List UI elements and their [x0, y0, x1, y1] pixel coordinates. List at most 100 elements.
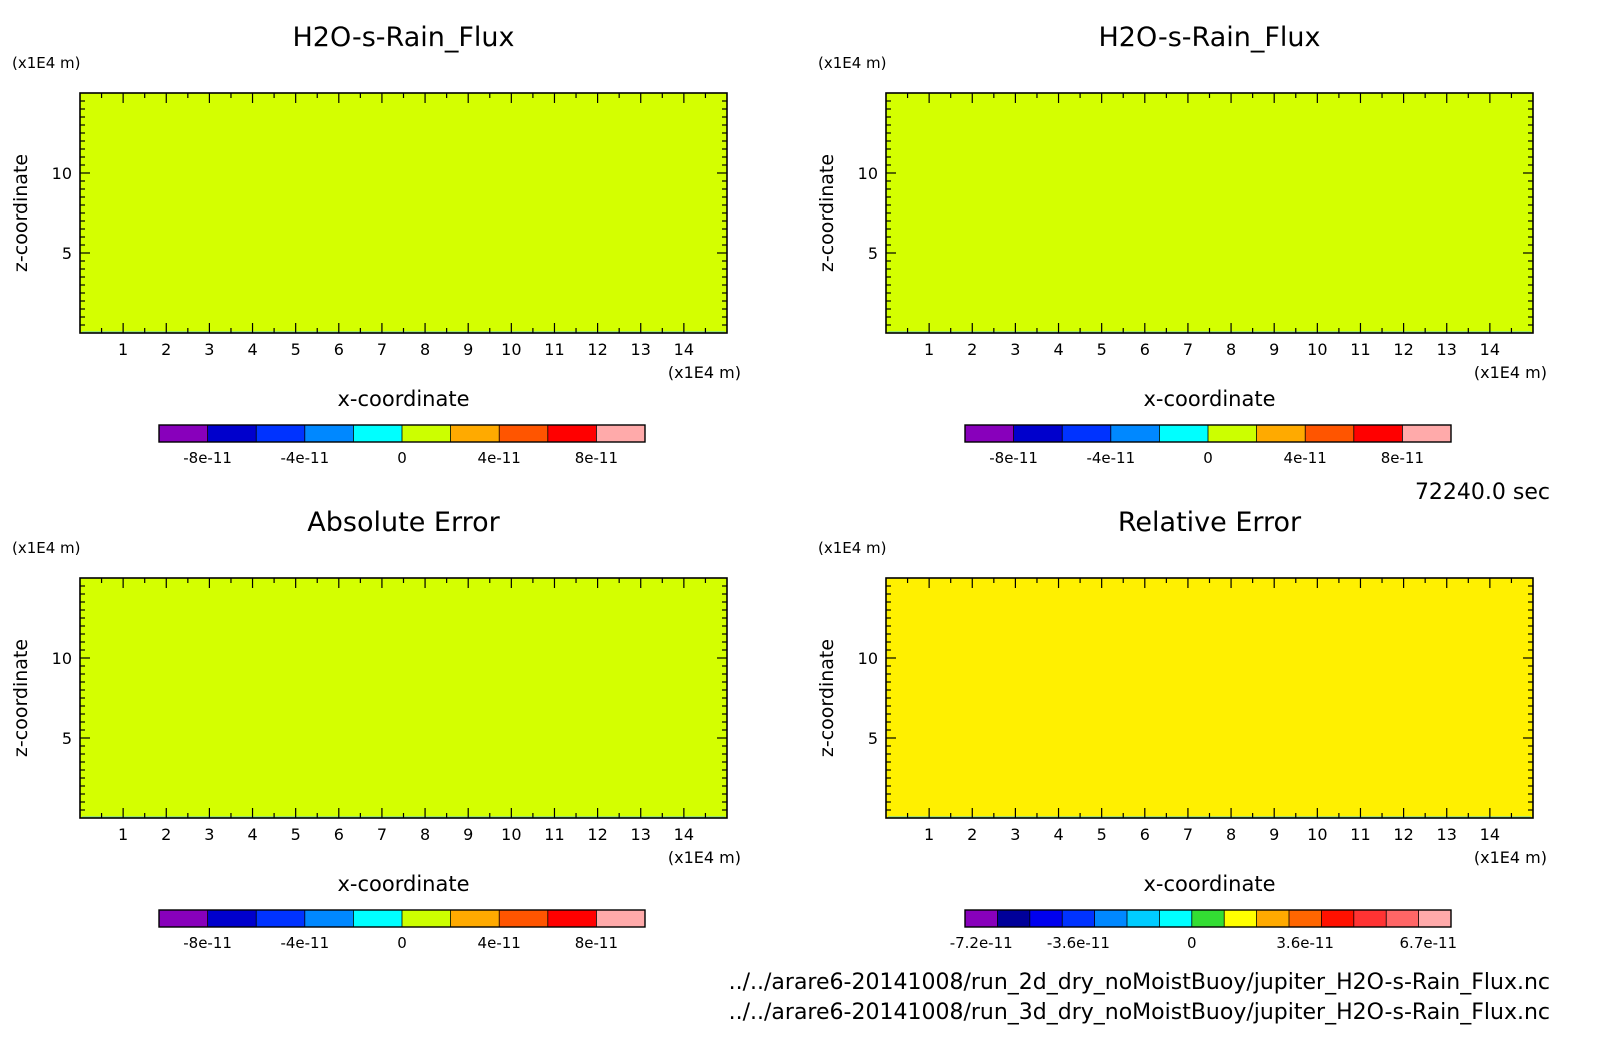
colorbar-swatch — [1062, 910, 1096, 927]
colorbar-label: 8e-11 — [575, 449, 618, 467]
x-tick-label: 7 — [377, 825, 387, 844]
x-tick-label: 9 — [1269, 825, 1279, 844]
x-tick-label: 12 — [1393, 825, 1413, 844]
x-tick-label: 9 — [463, 340, 473, 359]
colorbar-swatch — [256, 425, 306, 442]
x-tick-label: 4 — [1053, 825, 1063, 844]
x-tick-label: 2 — [161, 340, 171, 359]
colorbar-swatch — [499, 425, 549, 442]
x-tick-label: 6 — [334, 825, 344, 844]
colorbar-swatch — [207, 425, 257, 442]
x-tick-label: 4 — [247, 825, 257, 844]
x-tick-label: 7 — [1183, 340, 1193, 359]
colorbar-label: -3.6e-11 — [1047, 934, 1110, 952]
x-tick-label: 14 — [674, 340, 694, 359]
colorbar-label: -4e-11 — [280, 934, 329, 952]
x-tick-label: 13 — [1437, 340, 1457, 359]
colorbar-label: 0 — [397, 449, 407, 467]
x-tick-label: 7 — [1183, 825, 1193, 844]
x-tick-label: 3 — [204, 340, 214, 359]
x-tick-label: 5 — [1097, 340, 1107, 359]
colorbar-label: 3.6e-11 — [1276, 934, 1334, 952]
file-path-1: ../../arare6-20141008/run_2d_dry_noMoist… — [728, 970, 1550, 995]
colorbar-swatch — [965, 425, 1015, 442]
x-tick-label: 5 — [291, 825, 301, 844]
panel-2: H2O-s-Rain_Flux(x1E4 m)1 2 3 4 5 6 7 8 9 10 11 12 13… — [816, 22, 1547, 467]
colorbar-label: -8e-11 — [183, 449, 232, 467]
y-axis-label: z-coordinate — [10, 154, 32, 272]
x-axis-label: x-coordinate — [337, 387, 469, 411]
panel-4: Relative Error(x1E4 m)1 2 3 4 5 6 7 8 9 10 11 12 13 1… — [816, 507, 1547, 952]
x-tick-label: 8 — [420, 340, 430, 359]
colorbar-label: 0 — [397, 934, 407, 952]
colorbar-swatch — [1224, 910, 1258, 927]
y-tick-label: 5 — [868, 244, 878, 263]
x-tick-label: 14 — [1480, 825, 1500, 844]
field-fill — [80, 93, 727, 333]
file-path-2: ../../arare6-20141008/run_3d_dry_noMoist… — [728, 1000, 1550, 1025]
colorbar-swatch — [1305, 425, 1355, 442]
x-tick-label: 3 — [204, 825, 214, 844]
colorbar-swatch — [402, 910, 452, 927]
y-tick-label: 5 — [868, 729, 878, 748]
y-tick-label: 10 — [858, 164, 878, 183]
panel-title: Relative Error — [1118, 507, 1302, 538]
x-tick-label: 8 — [1226, 825, 1236, 844]
colorbar-swatch — [1208, 425, 1258, 442]
x-tick-label: 13 — [631, 825, 651, 844]
x-tick-label: 1 — [118, 340, 128, 359]
x-axis-label: x-coordinate — [337, 872, 469, 896]
x-tick-label: 14 — [1480, 340, 1500, 359]
panel-3: Absolute Error(x1E4 m)1 2 3 4 5 6 7 8 9 10 11 12 13 1… — [10, 507, 741, 952]
colorbar-frame — [964, 909, 1452, 928]
panel-title: Absolute Error — [307, 507, 500, 538]
colorbar-label: 4e-11 — [1284, 449, 1327, 467]
x-tick-label: 1 — [118, 825, 128, 844]
x-tick-label: 10 — [1307, 340, 1327, 359]
colorbar-swatch — [1402, 425, 1452, 442]
x-tick-label: 12 — [1393, 340, 1413, 359]
colorbar-label: -8e-11 — [183, 934, 232, 952]
panel-title: H2O-s-Rain_Flux — [1099, 22, 1321, 53]
colorbar-label: -4e-11 — [1086, 449, 1135, 467]
x-axis-label: x-coordinate — [1143, 387, 1275, 411]
field-fill — [886, 578, 1533, 818]
colorbar-swatch — [997, 910, 1031, 927]
colorbar-swatch — [304, 425, 354, 442]
colorbar-swatch — [159, 425, 209, 442]
y-unit-label: (x1E4 m) — [818, 54, 887, 72]
x-tick-label: 2 — [967, 825, 977, 844]
y-axis-label: z-coordinate — [816, 639, 838, 757]
x-tick-label: 13 — [631, 340, 651, 359]
colorbar-swatch — [1353, 425, 1403, 442]
x-tick-label: 6 — [1140, 825, 1150, 844]
x-tick-label: 12 — [587, 825, 607, 844]
x-tick-label: 6 — [1140, 340, 1150, 359]
x-tick-label: 4 — [1053, 340, 1063, 359]
colorbar-swatch — [1062, 425, 1112, 442]
x-tick-label: 2 — [967, 340, 977, 359]
x-tick-label: 2 — [161, 825, 171, 844]
panel-title: H2O-s-Rain_Flux — [293, 22, 515, 53]
x-tick-label: 3 — [1010, 340, 1020, 359]
colorbar-swatch — [1029, 910, 1063, 927]
colorbar-swatch — [596, 910, 646, 927]
colorbar-swatch — [1094, 910, 1128, 927]
x-tick-label: 14 — [674, 825, 694, 844]
x-tick-label: 1 — [924, 340, 934, 359]
x-tick-label: 12 — [587, 340, 607, 359]
y-tick-label: 5 — [62, 729, 72, 748]
x-tick-label: 13 — [1437, 825, 1457, 844]
x-tick-label: 6 — [334, 340, 344, 359]
y-axis-label: z-coordinate — [10, 639, 32, 757]
colorbar-label: 0 — [1203, 449, 1213, 467]
x-tick-label: 5 — [291, 340, 301, 359]
colorbar-swatch — [207, 910, 257, 927]
colorbar-swatch — [304, 910, 354, 927]
x-tick-label: 4 — [247, 340, 257, 359]
colorbar-swatch — [1191, 910, 1225, 927]
colorbar-swatch — [402, 425, 452, 442]
x-tick-label: 10 — [501, 340, 521, 359]
colorbar-swatch — [965, 910, 998, 927]
